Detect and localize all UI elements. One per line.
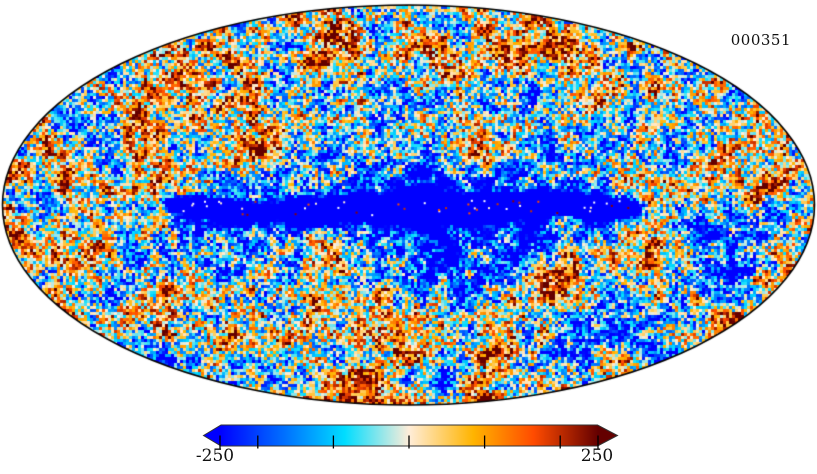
frame-number-label: 000351 <box>730 31 791 49</box>
colorbar-min-label: -250 <box>195 446 235 466</box>
colorbar-ticks <box>219 435 599 449</box>
colorbar <box>202 424 619 449</box>
colorbar-gradient-bar <box>202 424 619 447</box>
colorbar-max-label: 250 <box>580 446 614 466</box>
